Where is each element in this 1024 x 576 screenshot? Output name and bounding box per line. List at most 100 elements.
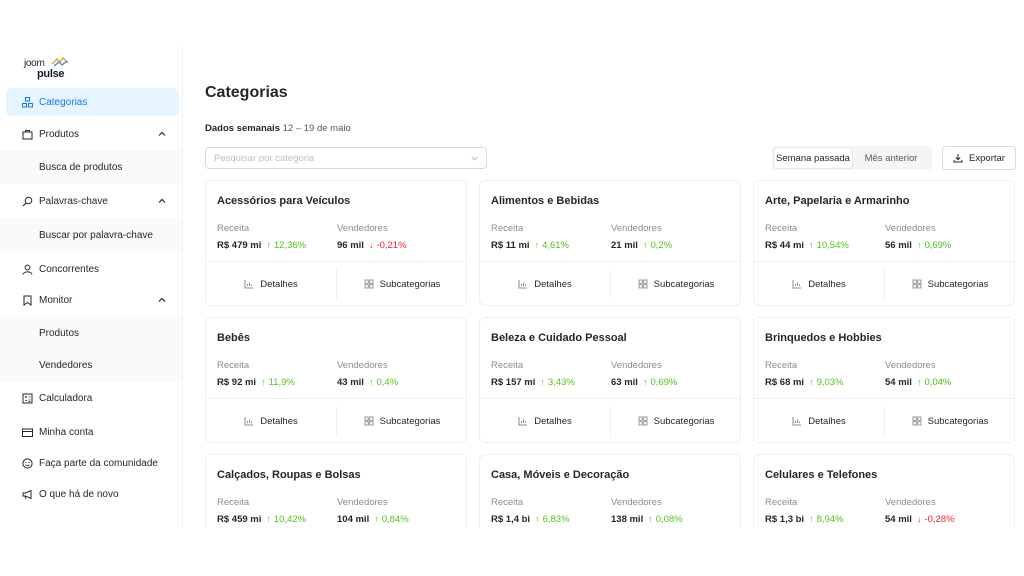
grid-icon xyxy=(364,416,374,426)
chevron-up-icon[interactable] xyxy=(157,196,167,206)
sidebar-item-calculadora[interactable]: Calculadora xyxy=(6,384,179,412)
category-card: Bebês Receita Vendedores R$ 92 mi ↑ 11,9% 43 m… xyxy=(205,317,467,443)
sellers-change: 0,84% xyxy=(381,514,409,525)
trend-up-icon: ↑ xyxy=(540,377,545,387)
sidebar-item-label: Vendedores xyxy=(39,359,93,371)
details-button[interactable]: Detalhes xyxy=(206,399,336,443)
sidebar-item-label: Produtos xyxy=(39,128,80,140)
week-label: Dados semanais xyxy=(205,123,280,134)
sidebar-item-label: Produtos xyxy=(39,327,80,339)
category-name: Brinquedos e Hobbies xyxy=(765,332,882,344)
details-button[interactable]: Detalhes xyxy=(480,399,610,443)
trend-down-icon: ↓ xyxy=(916,514,922,524)
sidebar-item-palavras-chave[interactable]: Palavras-chave xyxy=(6,187,179,215)
details-button[interactable]: Detalhes xyxy=(754,262,884,306)
chart-icon xyxy=(792,280,802,289)
sidebar-item-categorias[interactable]: Categorias xyxy=(6,88,179,116)
trend-up-icon: ↑ xyxy=(266,240,271,250)
category-card: Calçados, Roupas e Bolsas Receita Vendedor… xyxy=(205,454,467,528)
subcategories-button[interactable]: Subcategorias xyxy=(885,399,1015,443)
sidebar-item-buscar-palavra[interactable]: Buscar por palavra-chave xyxy=(0,218,182,252)
sidebar-item-concorrentes[interactable]: Concorrentes xyxy=(6,255,179,283)
sellers-value-row: 56 mil ↑ 0,69% xyxy=(885,240,951,251)
trend-up-icon: ↑ xyxy=(642,377,648,387)
trend-up-icon: ↑ xyxy=(809,514,814,524)
sellers-value-row: 54 mil ↓ -0,28% xyxy=(885,514,955,525)
segment-previous-month[interactable]: Mês anterior xyxy=(864,152,918,164)
sidebar-item-busca-produtos[interactable]: Busca de produtos xyxy=(0,150,182,184)
period-segmented-control: Semana passada Mês anterior xyxy=(772,146,932,170)
sidebar-item-monitor-produtos[interactable]: Produtos xyxy=(0,316,182,350)
sidebar-item-minha-conta[interactable]: Minha conta xyxy=(6,418,179,446)
sellers-label: Vendedores xyxy=(337,223,388,234)
sellers-value: 21 mil xyxy=(611,240,638,251)
details-label: Detalhes xyxy=(534,415,572,427)
subcategories-button[interactable]: Subcategorias xyxy=(611,399,741,443)
details-label: Detalhes xyxy=(808,278,846,290)
sellers-change: 0,04% xyxy=(924,377,952,388)
sidebar-item-novidades[interactable]: O que há de novo xyxy=(6,480,179,508)
subcategories-label: Subcategorias xyxy=(653,415,715,427)
details-button[interactable]: Detalhes xyxy=(206,262,336,306)
subcategories-button[interactable]: Subcategorias xyxy=(885,262,1015,306)
revenue-change: 6,83% xyxy=(542,514,570,525)
viewport: joom pulse Categorias Produtos Busca de … xyxy=(0,46,1016,528)
subcategories-label: Subcategorias xyxy=(927,278,989,290)
sidebar-item-label: Busca de produtos xyxy=(39,161,123,173)
subcategories-button[interactable]: Subcategorias xyxy=(611,262,741,306)
sellers-value: 104 mil xyxy=(337,514,370,525)
revenue-value-row: R$ 157 mi ↑ 3,43% xyxy=(491,377,575,388)
revenue-value-row: R$ 459 mi ↑ 10,42% xyxy=(217,514,306,525)
sidebar-item-label: O que há de novo xyxy=(39,488,119,500)
export-button[interactable]: Exportar xyxy=(942,146,1016,170)
trend-up-icon: ↑ xyxy=(374,514,379,524)
sellers-change: 0,08% xyxy=(655,514,683,525)
revenue-change: 11,9% xyxy=(268,377,295,388)
grid-icon xyxy=(364,279,374,289)
revenue-label: Receita xyxy=(491,223,524,234)
sellers-value: 54 mil xyxy=(885,377,912,388)
category-name: Casa, Móveis e Decoração xyxy=(491,469,630,481)
revenue-value: R$ 92 mi xyxy=(217,377,257,388)
segment-last-week[interactable]: Semana passada xyxy=(774,148,852,168)
megaphone-icon xyxy=(21,488,33,500)
sidebar-item-comunidade[interactable]: Faça parte da comunidade xyxy=(6,449,179,477)
category-search-select[interactable]: Pesquisar por categoria xyxy=(205,147,487,169)
revenue-label: Receita xyxy=(217,497,250,508)
revenue-label: Receita xyxy=(491,360,524,371)
sellers-label: Vendedores xyxy=(611,497,662,508)
subcategories-button[interactable]: Subcategorias xyxy=(337,399,467,443)
action-divider xyxy=(610,269,611,299)
revenue-change: 10,54% xyxy=(816,240,849,251)
logo-mark-icon xyxy=(51,56,69,67)
sidebar: joom pulse Categorias Produtos Busca de … xyxy=(0,46,183,528)
sellers-value: 96 mil xyxy=(337,240,364,251)
chevron-up-icon[interactable] xyxy=(157,295,167,305)
sidebar-item-label: Minha conta xyxy=(39,426,94,438)
sellers-label: Vendedores xyxy=(337,497,388,508)
chart-icon xyxy=(518,280,528,289)
sidebar-item-produtos[interactable]: Produtos xyxy=(6,120,179,148)
category-name: Beleza e Cuidado Pessoal xyxy=(491,332,627,344)
week-range: 12 – 19 de maio xyxy=(282,123,351,134)
chevron-down-icon xyxy=(471,156,478,161)
category-icon xyxy=(21,96,33,108)
trend-up-icon: ↑ xyxy=(642,240,648,250)
subcategories-button[interactable]: Subcategorias xyxy=(337,262,467,306)
subcategories-label: Subcategorias xyxy=(379,415,441,427)
card-divider xyxy=(206,261,466,262)
logo[interactable]: joom pulse xyxy=(24,56,74,80)
sidebar-item-monitor[interactable]: Monitor xyxy=(6,286,179,314)
revenue-value: R$ 1,4 bi xyxy=(491,514,531,525)
smile-icon xyxy=(21,457,33,469)
card-icon xyxy=(21,426,33,438)
sidebar-item-monitor-vendedores[interactable]: Vendedores xyxy=(0,348,182,382)
details-button[interactable]: Detalhes xyxy=(754,399,884,443)
grid-icon xyxy=(638,416,648,426)
sidebar-item-label: Calculadora xyxy=(39,392,93,404)
bag-icon xyxy=(21,128,33,140)
trend-up-icon: ↑ xyxy=(266,514,271,524)
details-button[interactable]: Detalhes xyxy=(480,262,610,306)
chevron-up-icon[interactable] xyxy=(157,129,167,139)
